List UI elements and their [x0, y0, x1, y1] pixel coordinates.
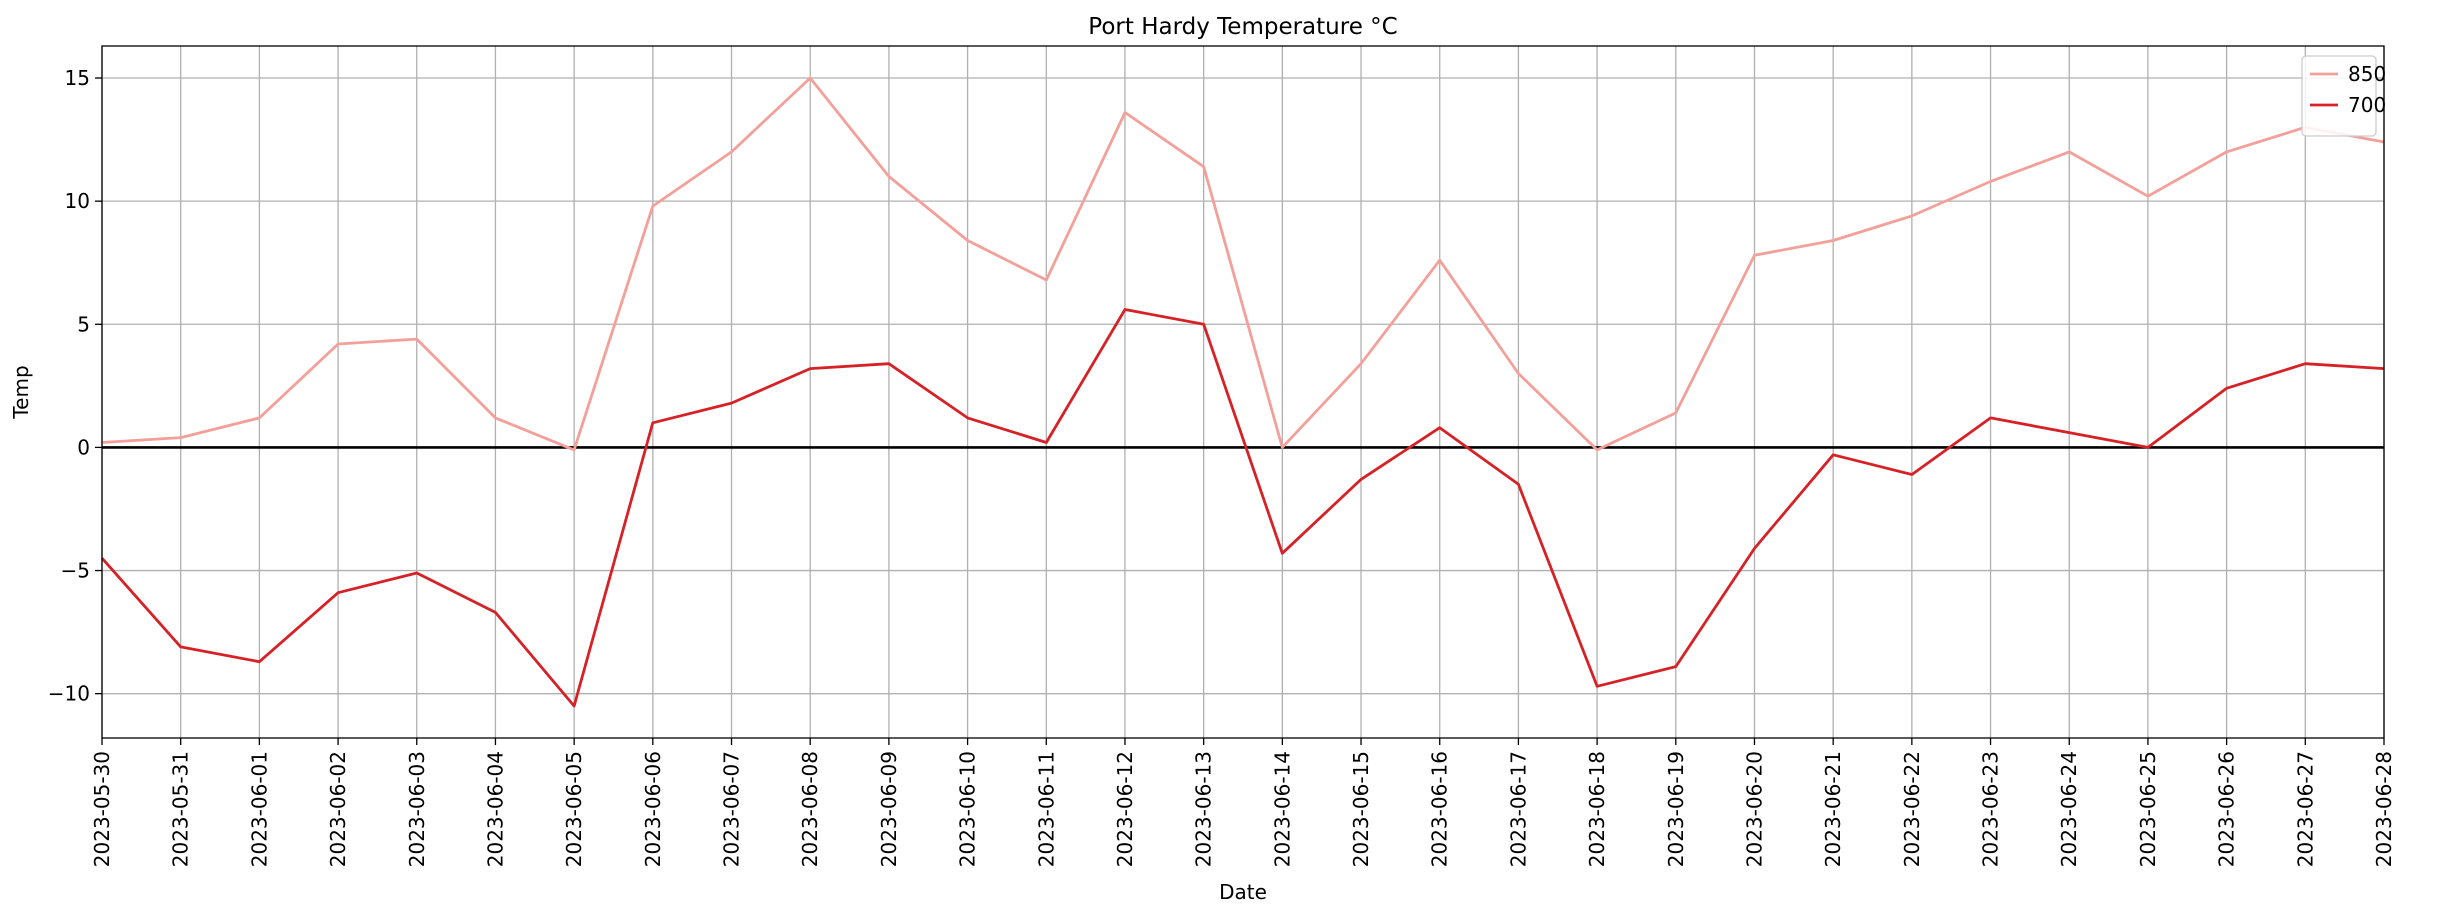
x-tick-label: 2023-06-03 — [405, 751, 429, 867]
x-tick-label: 2023-06-11 — [1034, 751, 1058, 867]
x-axis-label: Date — [1219, 880, 1267, 904]
series-lines — [100, 76, 2385, 708]
x-tick-label: 2023-06-13 — [1192, 751, 1216, 867]
x-tick-label: 2023-06-23 — [1979, 751, 2003, 867]
x-tick-label: 2023-06-14 — [1270, 751, 1294, 867]
x-tick-label: 2023-06-15 — [1349, 751, 1373, 867]
x-tick-label: 2023-06-04 — [483, 751, 507, 867]
x-tick-label: 2023-06-27 — [2293, 751, 2317, 867]
x-tick-label: 2023-06-17 — [1506, 751, 1530, 867]
x-tick-label: 2023-06-12 — [1113, 751, 1137, 867]
x-tick-label: 2023-06-19 — [1664, 751, 1688, 867]
series-line-850 — [101, 76, 2385, 452]
y-tick-label: 5 — [77, 312, 90, 336]
y-tick-label: 10 — [65, 189, 90, 213]
y-axis-label: Temp — [9, 365, 33, 419]
x-tick-label: 2023-06-16 — [1428, 751, 1452, 867]
x-tick-label: 2023-06-21 — [1821, 751, 1845, 867]
y-axis-ticks: −10 −5 0 5 10 15 — [48, 66, 102, 706]
x-tick-label: 2023-06-08 — [798, 751, 822, 867]
x-axis-ticks: 2023-05-30 2023-05-31 2023-06-01 2023-06-02… — [90, 738, 2396, 867]
x-tick-label: 2023-06-07 — [720, 751, 744, 867]
x-tick-label: 2023-06-02 — [326, 751, 350, 867]
y-tick-label: 15 — [65, 66, 90, 90]
x-tick-label: 2023-06-05 — [562, 751, 586, 867]
legend-box — [2301, 55, 2377, 137]
x-tick-label: 2023-06-18 — [1585, 751, 1609, 867]
legend-label: 850 — [2348, 62, 2386, 86]
y-tick-label: −10 — [48, 682, 90, 706]
series-line-700 — [100, 308, 2385, 708]
x-tick-label: 2023-05-30 — [90, 751, 114, 867]
x-tick-label: 2023-06-25 — [2136, 751, 2160, 867]
x-tick-label: 2023-05-31 — [169, 751, 193, 867]
x-tick-label: 2023-06-20 — [1742, 751, 1766, 867]
chart-title: Port Hardy Temperature °C — [1088, 14, 1397, 40]
legend-label: 700 — [2348, 93, 2386, 117]
x-tick-label: 2023-06-10 — [956, 751, 980, 867]
x-tick-label: 2023-06-22 — [1900, 751, 1924, 867]
x-tick-label: 2023-06-01 — [247, 751, 271, 867]
grid-lines — [101, 46, 2385, 738]
x-tick-label: 2023-06-06 — [641, 751, 665, 867]
y-tick-label: −5 — [61, 559, 90, 583]
y-tick-label: 0 — [77, 435, 90, 459]
x-tick-label: 2023-06-28 — [2372, 751, 2396, 867]
x-tick-label: 2023-06-26 — [2215, 751, 2239, 867]
plot-area-frame — [101, 45, 2385, 739]
x-tick-label: 2023-06-24 — [2057, 751, 2081, 867]
x-tick-label: 2023-06-09 — [877, 751, 901, 867]
